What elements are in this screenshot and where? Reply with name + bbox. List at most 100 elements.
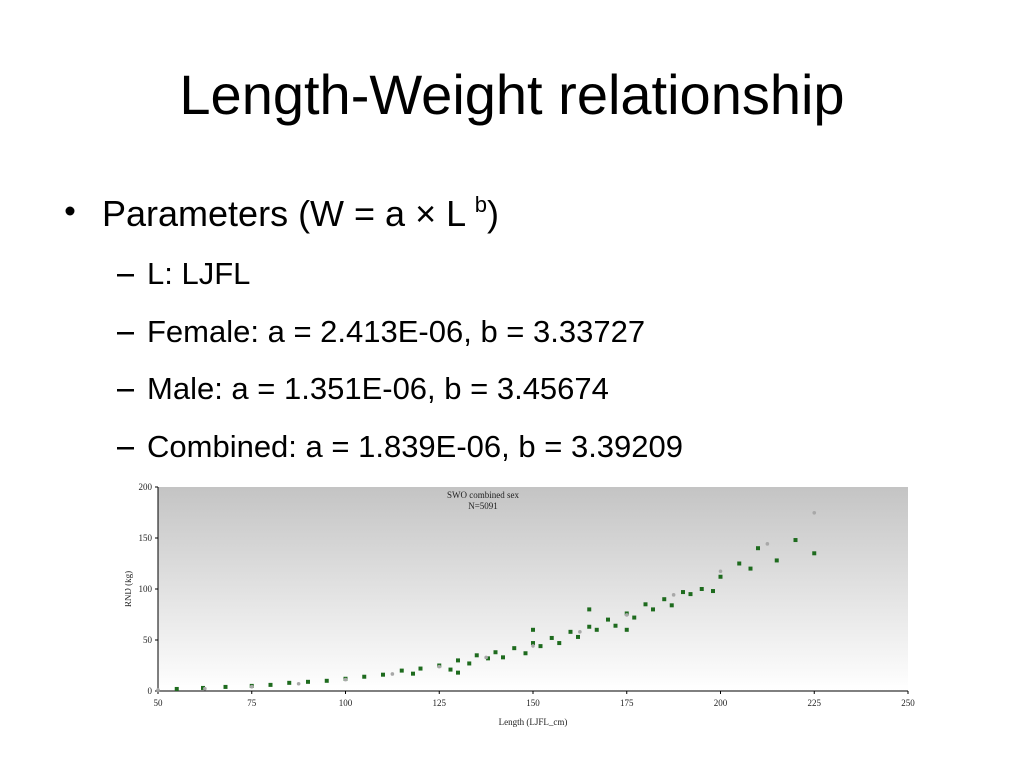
data-point bbox=[699, 587, 704, 591]
data-point bbox=[467, 661, 472, 666]
fit-point bbox=[390, 672, 395, 676]
fit-point bbox=[671, 593, 676, 597]
fit-point bbox=[624, 613, 629, 617]
plot-area bbox=[158, 487, 908, 691]
data-point bbox=[287, 680, 292, 685]
data-point bbox=[531, 641, 535, 646]
fit-point bbox=[578, 630, 582, 634]
data-point bbox=[737, 561, 742, 566]
data-point bbox=[632, 615, 637, 620]
data-point bbox=[688, 592, 693, 597]
data-point bbox=[774, 558, 779, 563]
data-point bbox=[613, 623, 618, 628]
x-tick-label: 250 bbox=[901, 698, 915, 708]
x-tick-label: 125 bbox=[433, 698, 447, 708]
sub-bullet-dash bbox=[117, 274, 134, 277]
data-point bbox=[681, 590, 685, 595]
fit-point bbox=[531, 644, 535, 648]
sub-bullet: L: LJFL bbox=[147, 256, 251, 291]
data-point bbox=[531, 627, 535, 632]
slide-title: Length-Weight relationship bbox=[179, 63, 845, 126]
data-point bbox=[268, 682, 273, 687]
data-point bbox=[606, 617, 610, 622]
data-point bbox=[456, 658, 460, 663]
x-tick-label: 100 bbox=[339, 698, 353, 708]
y-tick-label: 100 bbox=[139, 584, 153, 594]
data-point bbox=[501, 655, 505, 660]
data-point bbox=[568, 629, 573, 634]
y-tick-label: 150 bbox=[139, 533, 153, 543]
data-point bbox=[587, 607, 592, 612]
bullet-tail: ) bbox=[487, 193, 500, 234]
data-point bbox=[306, 679, 310, 684]
data-point bbox=[411, 671, 415, 676]
data-point bbox=[812, 551, 817, 556]
fit-point bbox=[718, 569, 723, 574]
fit-point bbox=[437, 664, 442, 669]
x-tick-label: 225 bbox=[808, 698, 822, 708]
x-tick-label: 150 bbox=[526, 698, 540, 708]
data-point bbox=[223, 684, 228, 689]
data-point bbox=[718, 574, 723, 579]
bullet-text: Parameters (W = a × L bbox=[102, 193, 475, 234]
data-point bbox=[474, 653, 479, 658]
chart-subtitle: N=5091 bbox=[468, 501, 498, 511]
fit-point bbox=[203, 686, 207, 691]
sub-bullet: Male: a = 1.351E-06, b = 3.45674 bbox=[147, 371, 609, 406]
y-tick-label: 50 bbox=[143, 635, 153, 645]
data-point bbox=[669, 603, 674, 608]
data-point bbox=[756, 546, 760, 551]
bullet-sup: b bbox=[474, 192, 488, 217]
data-point bbox=[587, 624, 592, 629]
sub-bullet-dash bbox=[117, 331, 134, 334]
data-point bbox=[448, 667, 453, 672]
x-tick-label: 75 bbox=[247, 698, 257, 708]
data-point bbox=[418, 666, 423, 671]
y-tick-label: 200 bbox=[139, 482, 153, 492]
data-point bbox=[651, 607, 655, 612]
data-point bbox=[523, 651, 528, 656]
sub-bullet: Female: a = 2.413E-06, b = 3.33727 bbox=[147, 313, 646, 349]
data-point bbox=[793, 538, 798, 543]
data-point bbox=[324, 678, 329, 683]
data-point bbox=[557, 641, 562, 646]
fit-point bbox=[812, 511, 817, 515]
fit-point bbox=[484, 655, 488, 660]
data-point bbox=[576, 634, 580, 639]
y-axis-label: RND (kg) bbox=[125, 571, 133, 607]
fit-point bbox=[343, 677, 348, 682]
data-point bbox=[662, 597, 667, 602]
x-tick-label: 175 bbox=[620, 698, 634, 708]
chart: SWO combined sex N=5091 Length (LJFL_cm)… bbox=[125, 482, 915, 727]
data-point bbox=[711, 589, 715, 594]
data-point bbox=[174, 686, 179, 691]
data-point bbox=[748, 566, 753, 571]
fit-point bbox=[249, 684, 254, 689]
fit-point bbox=[156, 688, 160, 692]
data-point bbox=[624, 627, 629, 632]
data-point bbox=[456, 670, 460, 675]
sub-bullet-dash bbox=[117, 389, 134, 392]
fit-point bbox=[296, 681, 301, 686]
data-point bbox=[201, 685, 205, 690]
x-tick-label: 200 bbox=[714, 698, 728, 708]
sub-bullet: Combined: a = 1.839E-06, b = 3.39209 bbox=[147, 428, 684, 464]
y-tick-label: 0 bbox=[148, 686, 153, 696]
data-point bbox=[493, 650, 498, 655]
data-point bbox=[486, 656, 490, 661]
x-axis-label: Length (LJFL_cm) bbox=[499, 717, 568, 727]
data-point bbox=[549, 635, 554, 640]
data-point bbox=[362, 674, 367, 679]
sub-bullet-dash bbox=[117, 446, 134, 449]
bullet: Parameters (W = a × L b) bbox=[102, 192, 499, 235]
bullet-dot bbox=[65, 206, 75, 216]
data-point bbox=[594, 627, 599, 632]
data-point bbox=[538, 644, 543, 649]
x-tick-label: 50 bbox=[154, 698, 164, 708]
data-point bbox=[381, 672, 385, 677]
data-point bbox=[399, 668, 404, 673]
data-point bbox=[512, 646, 517, 651]
fit-point bbox=[765, 542, 770, 546]
chart-title: SWO combined sex bbox=[447, 490, 519, 500]
